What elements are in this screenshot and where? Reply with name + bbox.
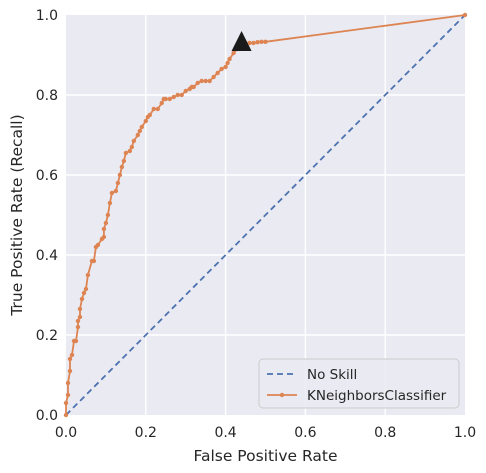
roc-point xyxy=(67,368,73,374)
roc-point xyxy=(159,100,164,106)
roc-point xyxy=(65,392,71,398)
roc-point xyxy=(251,40,256,46)
roc-curve-line xyxy=(65,14,466,415)
roc-point xyxy=(259,39,264,44)
roc-point xyxy=(231,50,236,56)
roc-point xyxy=(155,106,160,112)
roc-point xyxy=(107,200,113,206)
roc-point xyxy=(137,128,143,134)
roc-point xyxy=(101,226,107,232)
legend-swatch-marker xyxy=(279,392,285,398)
roc-point xyxy=(121,158,127,164)
x-tick-label: 0.6 xyxy=(294,425,316,441)
roc-point xyxy=(103,220,109,226)
roc-point xyxy=(67,356,73,362)
roc-point xyxy=(81,290,87,296)
roc-point xyxy=(225,60,230,66)
roc-point xyxy=(91,258,97,264)
series-lines xyxy=(63,12,468,418)
roc-point xyxy=(77,314,83,320)
roc-point xyxy=(135,132,141,138)
roc-point xyxy=(163,96,168,102)
y-tick-label: 0.8 xyxy=(36,88,58,104)
roc-point xyxy=(113,188,119,194)
x-tick-label: 0.4 xyxy=(214,425,236,441)
y-axis-label: True Positive Rate (Recall) xyxy=(8,114,26,316)
roc-point xyxy=(147,112,152,118)
roc-point xyxy=(115,180,121,186)
roc-point xyxy=(65,380,71,386)
y-tick-label: 1.0 xyxy=(36,8,58,24)
roc-point xyxy=(63,412,69,418)
x-axis-label: False Positive Rate xyxy=(193,447,337,465)
roc-point xyxy=(109,190,115,196)
roc-point xyxy=(131,138,137,144)
roc-point xyxy=(79,296,85,302)
roc-point xyxy=(175,92,180,98)
legend-entry-label: No Skill xyxy=(307,367,357,383)
legend: No Skill KNeighborsClassifier xyxy=(258,358,460,409)
roc-point xyxy=(73,338,79,344)
roc-point xyxy=(143,118,148,124)
roc-point xyxy=(171,94,176,100)
roc-point xyxy=(75,324,81,330)
y-tick-label: 0.6 xyxy=(36,168,58,184)
roc-point xyxy=(203,78,208,84)
x-tick-label: 1.0 xyxy=(454,425,476,441)
roc-point xyxy=(183,88,188,94)
roc-point xyxy=(83,286,89,292)
legend-entry-label: KNeighborsClassifier xyxy=(307,388,447,404)
roc-point xyxy=(69,352,75,358)
grid-lines xyxy=(66,15,465,415)
roc-point xyxy=(199,78,204,84)
roc-point xyxy=(123,150,129,156)
y-tick-label: 0.0 xyxy=(36,408,58,424)
roc-point xyxy=(139,124,145,130)
roc-point xyxy=(77,306,83,312)
y-tick-label: 0.4 xyxy=(36,248,58,264)
x-tick-label: 0.2 xyxy=(135,425,157,441)
roc-point xyxy=(95,242,101,248)
roc-point xyxy=(105,212,111,218)
roc-point xyxy=(462,12,468,18)
roc-point xyxy=(227,56,232,62)
x-tick-label: 0.8 xyxy=(374,425,396,441)
roc-point xyxy=(191,84,196,90)
roc-point xyxy=(247,40,252,46)
roc-point xyxy=(85,272,91,278)
legend-box xyxy=(258,358,460,409)
roc-point xyxy=(207,78,212,84)
roc-point xyxy=(215,70,220,76)
roc-point xyxy=(195,80,200,86)
x-tick-labels: 0.0 0.2 0.4 0.6 0.8 1.0 xyxy=(55,425,476,441)
x-tick-label: 0.0 xyxy=(55,425,77,441)
roc-point xyxy=(63,400,69,406)
roc-point xyxy=(223,64,228,70)
roc-point xyxy=(127,148,133,154)
y-tick-label: 0.2 xyxy=(36,328,58,344)
annotation-markers xyxy=(231,31,252,51)
no-skill-line xyxy=(65,14,466,416)
roc-point xyxy=(129,144,135,150)
roc-point xyxy=(101,234,107,240)
roc-point xyxy=(117,172,123,178)
roc-point xyxy=(151,106,156,112)
roc-point xyxy=(119,164,125,170)
y-tick-labels: 0.0 0.2 0.4 0.6 0.8 1.0 xyxy=(36,8,58,424)
roc-point xyxy=(219,66,224,72)
roc-point xyxy=(179,92,184,98)
roc-point xyxy=(167,96,172,102)
roc-point xyxy=(263,39,268,44)
roc-point xyxy=(75,318,81,324)
best-threshold-marker xyxy=(231,31,252,51)
roc-point xyxy=(255,40,260,45)
roc-point xyxy=(211,74,216,80)
